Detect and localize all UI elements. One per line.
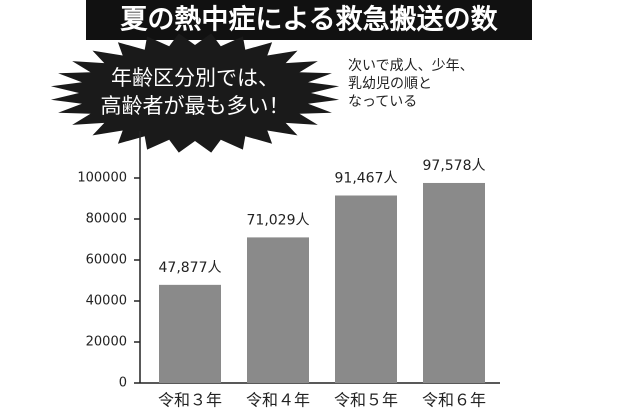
bar bbox=[247, 237, 309, 383]
x-tick-label: 令和５年 bbox=[334, 391, 398, 410]
value-label: 97,578人 bbox=[423, 158, 486, 174]
y-tick-label: 20000 bbox=[86, 335, 127, 350]
chart-title: 夏の熱中症による救急搬送の数 bbox=[120, 4, 498, 36]
callout-text: 高齢者が最も多い！ bbox=[101, 94, 290, 118]
y-tick-label: 60000 bbox=[86, 253, 127, 268]
x-tick-label: 令和３年 bbox=[158, 391, 222, 410]
x-tick-label: 令和４年 bbox=[246, 391, 310, 410]
annotation: なっている bbox=[348, 94, 417, 110]
y-tick-label: 80000 bbox=[86, 212, 127, 227]
bar bbox=[423, 182, 485, 383]
value-label: 91,467人 bbox=[335, 170, 398, 186]
callout-burst bbox=[50, 33, 340, 153]
bar bbox=[335, 195, 397, 383]
y-tick-label: 100000 bbox=[77, 171, 127, 186]
value-label: 47,877人 bbox=[159, 260, 222, 276]
value-label: 71,029人 bbox=[247, 212, 310, 228]
annotation: 次いで成人、少年、 bbox=[348, 58, 474, 74]
x-tick-label: 令和６年 bbox=[422, 391, 486, 410]
title-banner bbox=[86, 0, 532, 40]
y-tick-label: 40000 bbox=[86, 294, 127, 309]
annotation: 乳幼児の順と bbox=[348, 76, 432, 92]
y-tick-label: 0 bbox=[119, 376, 127, 391]
callout-text: 年齢区分別では、 bbox=[111, 66, 279, 90]
bar bbox=[159, 284, 221, 383]
